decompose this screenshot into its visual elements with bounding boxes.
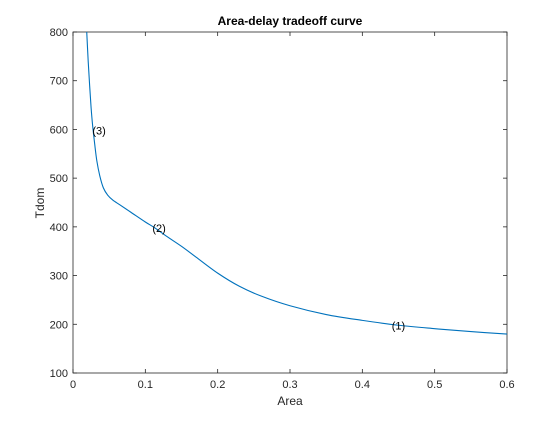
annotation-label: (1) [392,320,405,332]
annotation-label: (2) [152,223,165,235]
y-tick-label: 400 [50,222,68,234]
plot-area [72,31,508,374]
tick-labels: 0 0.1 0.2 0.3 0.4 0.5 0.6 100 200 300 400 500 600 700… [50,27,515,391]
y-tick-label: 200 [50,319,68,331]
x-tick-label: 0 [70,379,76,391]
annotations: (1) (2) (3) [92,125,405,332]
x-tick-label: 0.4 [355,379,370,391]
x-tick-label: 0.2 [210,379,225,391]
y-tick-label: 700 [50,76,68,88]
chart-title: Area-delay tradeoff curve [218,14,363,28]
y-tick-label: 600 [50,124,68,136]
annotation-label: (3) [92,125,105,137]
x-tick-label: 0.3 [282,379,297,391]
y-tick-label: 800 [50,27,68,39]
x-tick-label: 0.1 [138,379,153,391]
y-tick-label: 100 [50,368,68,380]
axis-ticks [72,31,508,374]
x-tick-label: 0.5 [427,379,442,391]
y-tick-label: 500 [50,173,68,185]
x-tick-label: 0.6 [499,379,514,391]
y-axis-label: Tdom [33,188,47,219]
y-tick-label: 300 [50,271,68,283]
series-line [86,31,508,335]
x-axis-label: Area [277,394,303,408]
